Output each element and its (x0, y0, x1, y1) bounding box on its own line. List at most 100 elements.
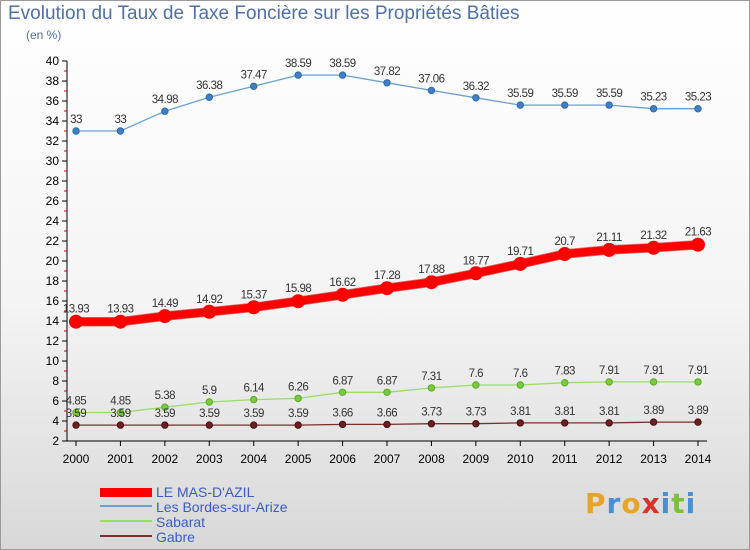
y-tick-label: 16 (46, 294, 60, 308)
data-point (561, 379, 569, 387)
data-point (294, 71, 302, 79)
legend-swatch (100, 505, 152, 507)
data-label: 36.38 (196, 80, 222, 92)
y-tick-label: 8 (52, 374, 59, 388)
legend-swatch (100, 520, 152, 522)
data-point (294, 421, 302, 429)
legend-swatch (100, 535, 152, 537)
data-label: 7.91 (599, 365, 619, 377)
data-label: 13.93 (107, 304, 133, 316)
data-label: 35.59 (596, 88, 622, 100)
data-label: 3.66 (332, 407, 352, 419)
x-tick-label: 2011 (552, 452, 578, 466)
data-point (427, 420, 436, 428)
data-label: 37.47 (241, 69, 267, 81)
data-point (383, 79, 391, 87)
data-point (205, 398, 213, 406)
data-label: 7.91 (643, 365, 663, 377)
y-tick-label: 22 (46, 234, 60, 248)
x-tick-label: 2013 (640, 452, 667, 466)
data-label: 5.38 (155, 390, 175, 402)
y-tick-label: 38 (46, 74, 60, 88)
data-label: 6.87 (377, 375, 397, 387)
x-tick-label: 2006 (329, 452, 356, 466)
data-label: 18.77 (463, 255, 489, 267)
y-tick-label: 40 (46, 54, 60, 68)
x-tick-label: 2014 (685, 452, 712, 466)
data-label: 17.88 (418, 264, 444, 276)
data-point (513, 256, 528, 271)
data-label: 3.59 (199, 408, 219, 420)
x-tick-label: 2003 (196, 452, 223, 466)
data-point (691, 237, 705, 252)
y-tick-label: 4 (52, 414, 59, 428)
data-label: 37.06 (418, 73, 444, 85)
data-point (649, 378, 658, 386)
data-point (605, 419, 613, 427)
logo-letter: o (621, 487, 642, 520)
data-label: 36.32 (463, 81, 489, 93)
y-tick-label: 20 (46, 254, 60, 268)
data-point (427, 86, 436, 95)
data-label: 20.7 (555, 236, 575, 248)
data-label: 15.98 (285, 283, 311, 295)
data-point (557, 247, 572, 261)
data-label: 3.81 (599, 406, 619, 418)
y-tick-label: 28 (46, 174, 60, 188)
x-tick-label: 2007 (374, 452, 401, 466)
data-label: 3.73 (421, 407, 441, 419)
chart-title: Evolution du Taux de Taxe Foncière sur l… (8, 3, 520, 24)
data-point (424, 275, 439, 290)
data-point (69, 314, 83, 329)
data-point (335, 287, 350, 302)
legend-label: Les Bordes-sur-Arize (156, 499, 288, 515)
data-label: 3.89 (643, 405, 663, 417)
data-label: 14.49 (152, 298, 178, 310)
data-label: 3.59 (66, 408, 86, 420)
y-tick-label: 36 (46, 94, 60, 108)
x-tick-label: 2004 (240, 452, 267, 466)
data-point (605, 101, 613, 109)
data-point (113, 314, 128, 329)
data-label: 4.85 (110, 396, 130, 408)
data-point (516, 381, 524, 389)
data-label: 3.59 (244, 408, 264, 420)
x-tick-label: 2002 (152, 452, 179, 466)
data-point (468, 266, 483, 281)
data-point (161, 107, 169, 115)
data-point (161, 421, 169, 429)
data-label: 35.59 (552, 88, 578, 100)
data-label: 7.31 (421, 371, 441, 383)
data-label: 19.71 (507, 246, 533, 258)
data-label: 3.59 (288, 408, 308, 420)
legend-label: Sabarat (156, 514, 206, 530)
legend-swatch (100, 488, 152, 497)
data-label: 3.81 (510, 406, 530, 418)
logo-letter: r (606, 487, 622, 520)
x-tick-label: 2010 (507, 452, 534, 466)
data-label: 34.98 (152, 94, 178, 106)
data-point (516, 419, 524, 427)
y-tick-label: 18 (46, 274, 60, 288)
data-point (694, 105, 702, 113)
data-point (605, 378, 613, 386)
data-point (649, 418, 658, 426)
data-label: 14.92 (196, 294, 222, 306)
data-point (472, 420, 480, 428)
logo-letter: i (685, 487, 697, 520)
data-label: 33 (115, 114, 127, 126)
data-point (694, 378, 702, 386)
y-tick-label: 32 (46, 134, 60, 148)
data-label: 7.6 (513, 368, 528, 380)
data-point (291, 294, 306, 309)
data-label: 35.59 (507, 88, 533, 100)
data-point (338, 420, 347, 429)
data-label: 3.73 (466, 407, 486, 419)
y-tick-label: 12 (46, 334, 60, 348)
data-label: 38.59 (285, 58, 311, 70)
data-label: 7.6 (469, 368, 484, 380)
data-label: 7.91 (688, 365, 708, 377)
data-point (250, 82, 258, 91)
